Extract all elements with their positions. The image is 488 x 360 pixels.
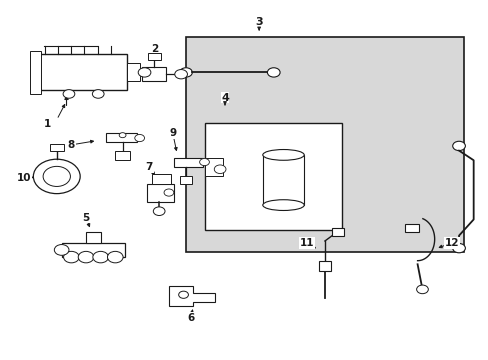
Bar (205, 123, 341, 230)
Circle shape (33, 159, 80, 194)
Bar (185, 37, 463, 252)
Circle shape (452, 141, 465, 150)
Circle shape (135, 134, 144, 141)
Text: 8: 8 (68, 140, 75, 150)
Bar (205, 158, 222, 176)
Bar (86, 232, 101, 243)
Bar (147, 184, 173, 202)
Text: 1: 1 (43, 120, 51, 129)
Bar (61, 243, 125, 257)
Circle shape (179, 68, 192, 77)
Bar (148, 53, 160, 60)
Ellipse shape (262, 149, 304, 160)
Bar (152, 174, 171, 184)
Polygon shape (168, 286, 215, 306)
Text: 3: 3 (255, 17, 263, 27)
Circle shape (178, 291, 188, 298)
Circle shape (92, 90, 104, 98)
Circle shape (138, 68, 151, 77)
Bar (173, 158, 203, 167)
Text: 2: 2 (150, 44, 158, 54)
Bar (105, 134, 137, 142)
Text: 7: 7 (145, 162, 153, 172)
Circle shape (78, 251, 94, 263)
Circle shape (107, 251, 123, 263)
Bar (40, 54, 127, 90)
Text: 9: 9 (169, 129, 176, 138)
Ellipse shape (262, 200, 304, 211)
Bar (179, 176, 192, 184)
Circle shape (119, 133, 126, 138)
Text: 6: 6 (187, 313, 194, 323)
Bar (50, 144, 63, 150)
Text: 10: 10 (16, 173, 31, 183)
Bar (405, 224, 418, 232)
Circle shape (63, 251, 79, 263)
Bar (262, 155, 304, 205)
Circle shape (54, 244, 69, 255)
Circle shape (93, 251, 108, 263)
Text: 4: 4 (221, 93, 228, 103)
Bar (115, 151, 130, 160)
Circle shape (43, 166, 70, 186)
Bar (30, 51, 41, 94)
Circle shape (214, 165, 225, 174)
Circle shape (63, 90, 75, 98)
Circle shape (163, 189, 173, 196)
Text: 11: 11 (299, 238, 313, 248)
Circle shape (267, 68, 280, 77)
Bar (319, 261, 330, 271)
Bar (142, 67, 166, 81)
Circle shape (452, 243, 465, 253)
Circle shape (174, 69, 187, 79)
Text: 12: 12 (444, 238, 458, 248)
Circle shape (199, 158, 209, 166)
Circle shape (416, 285, 427, 294)
Bar (127, 63, 140, 81)
Bar (331, 228, 344, 235)
Text: 5: 5 (82, 213, 89, 222)
Circle shape (153, 207, 164, 216)
